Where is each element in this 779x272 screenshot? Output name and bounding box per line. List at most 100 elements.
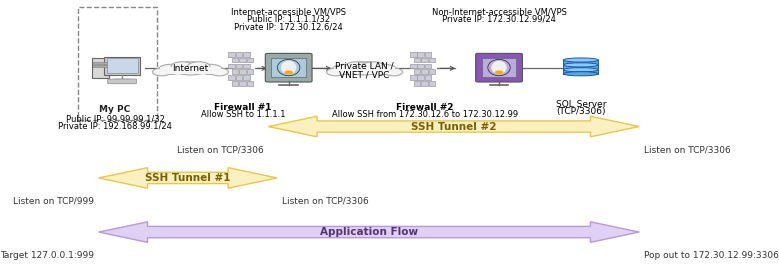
- Bar: [421, 69, 428, 74]
- Ellipse shape: [563, 72, 598, 76]
- Text: Listen on TCP/3306: Listen on TCP/3306: [282, 196, 368, 205]
- Ellipse shape: [495, 70, 503, 74]
- Text: Firewall #2: Firewall #2: [396, 103, 453, 112]
- Bar: [428, 58, 435, 63]
- Bar: [228, 52, 234, 57]
- Ellipse shape: [492, 61, 507, 74]
- Bar: [232, 81, 238, 86]
- Bar: [425, 75, 432, 80]
- Text: Allow SSH to 1.1.1.1: Allow SSH to 1.1.1.1: [201, 110, 285, 119]
- Bar: [104, 57, 140, 75]
- Ellipse shape: [153, 68, 171, 76]
- Text: Non-Internet-accessible VM/VPS: Non-Internet-accessible VM/VPS: [432, 7, 566, 17]
- Ellipse shape: [362, 62, 384, 71]
- Ellipse shape: [171, 62, 210, 75]
- Bar: [271, 58, 306, 77]
- Text: VNET / VPC: VNET / VPC: [340, 71, 390, 80]
- Bar: [239, 58, 246, 63]
- Bar: [428, 81, 435, 86]
- Bar: [425, 52, 432, 57]
- Ellipse shape: [563, 63, 598, 67]
- Bar: [92, 58, 109, 78]
- Text: Internet: Internet: [172, 64, 209, 73]
- Ellipse shape: [210, 68, 228, 76]
- Bar: [563, 65, 598, 69]
- Bar: [481, 58, 516, 77]
- Ellipse shape: [384, 68, 403, 76]
- Bar: [247, 81, 253, 86]
- FancyBboxPatch shape: [476, 53, 523, 82]
- Text: Firewall #1: Firewall #1: [214, 103, 272, 112]
- Text: Pop out to 172.30.12.99:3306: Pop out to 172.30.12.99:3306: [644, 251, 779, 259]
- Bar: [563, 70, 598, 74]
- FancyBboxPatch shape: [108, 79, 136, 84]
- Text: Private LAN /: Private LAN /: [335, 61, 394, 70]
- Bar: [239, 81, 246, 86]
- Bar: [236, 75, 242, 80]
- Bar: [79, 7, 157, 120]
- Text: SQL Server: SQL Server: [555, 100, 606, 109]
- Bar: [228, 64, 234, 68]
- Ellipse shape: [372, 64, 397, 75]
- Text: Allow SSH from 172.30.12.6 to 172.30.12.99: Allow SSH from 172.30.12.6 to 172.30.12.…: [332, 110, 518, 119]
- Bar: [160, 67, 221, 75]
- Ellipse shape: [333, 64, 358, 75]
- Bar: [232, 69, 238, 74]
- Bar: [414, 58, 420, 63]
- Bar: [418, 64, 424, 68]
- Text: Application Flow: Application Flow: [320, 227, 418, 237]
- Text: SSH Tunnel #1: SSH Tunnel #1: [145, 173, 231, 183]
- Bar: [236, 52, 242, 57]
- Bar: [93, 62, 108, 64]
- Text: Public IP: 1.1.1.1/32: Public IP: 1.1.1.1/32: [247, 15, 330, 24]
- Text: Private IP: 172.30.12.99/24: Private IP: 172.30.12.99/24: [442, 15, 556, 24]
- Bar: [410, 75, 417, 80]
- Ellipse shape: [171, 62, 193, 71]
- Text: Private IP: 172.30.12.6/24: Private IP: 172.30.12.6/24: [234, 22, 343, 31]
- Bar: [421, 81, 428, 86]
- Text: Public IP: 99.99.99.1/32: Public IP: 99.99.99.1/32: [65, 115, 164, 124]
- Bar: [228, 75, 234, 80]
- Ellipse shape: [563, 58, 598, 62]
- FancyBboxPatch shape: [266, 53, 312, 82]
- Polygon shape: [99, 168, 277, 188]
- Text: Listen on TCP/3306: Listen on TCP/3306: [177, 145, 263, 154]
- Bar: [410, 52, 417, 57]
- Text: Listen on TCP/3306: Listen on TCP/3306: [644, 145, 731, 154]
- Polygon shape: [99, 222, 640, 242]
- Bar: [414, 81, 420, 86]
- Bar: [232, 58, 238, 63]
- Bar: [247, 58, 253, 63]
- Bar: [239, 69, 246, 74]
- Bar: [428, 69, 435, 74]
- Text: Internet-accessible VM/VPS: Internet-accessible VM/VPS: [231, 7, 346, 17]
- Bar: [418, 75, 424, 80]
- Text: Private IP: 192.168.99.1/24: Private IP: 192.168.99.1/24: [58, 122, 172, 131]
- Bar: [425, 64, 432, 68]
- Polygon shape: [268, 116, 640, 137]
- Bar: [243, 75, 249, 80]
- Text: My PC: My PC: [100, 105, 131, 114]
- Bar: [421, 58, 428, 63]
- Bar: [418, 52, 424, 57]
- Bar: [334, 67, 395, 75]
- Ellipse shape: [197, 64, 223, 75]
- Ellipse shape: [345, 62, 384, 75]
- Bar: [410, 64, 417, 68]
- Text: SSH Tunnel #2: SSH Tunnel #2: [411, 122, 496, 132]
- Text: Listen on TCP/999: Listen on TCP/999: [13, 196, 94, 205]
- Text: (TCP/3306): (TCP/3306): [556, 107, 605, 116]
- Ellipse shape: [281, 61, 297, 74]
- Bar: [247, 69, 253, 74]
- Ellipse shape: [345, 62, 368, 71]
- Bar: [243, 64, 249, 68]
- Bar: [107, 58, 138, 73]
- Bar: [93, 65, 108, 67]
- Ellipse shape: [188, 62, 210, 71]
- Ellipse shape: [159, 64, 184, 75]
- Ellipse shape: [563, 68, 598, 72]
- Bar: [414, 69, 420, 74]
- Bar: [563, 60, 598, 64]
- Ellipse shape: [284, 70, 293, 74]
- Bar: [236, 64, 242, 68]
